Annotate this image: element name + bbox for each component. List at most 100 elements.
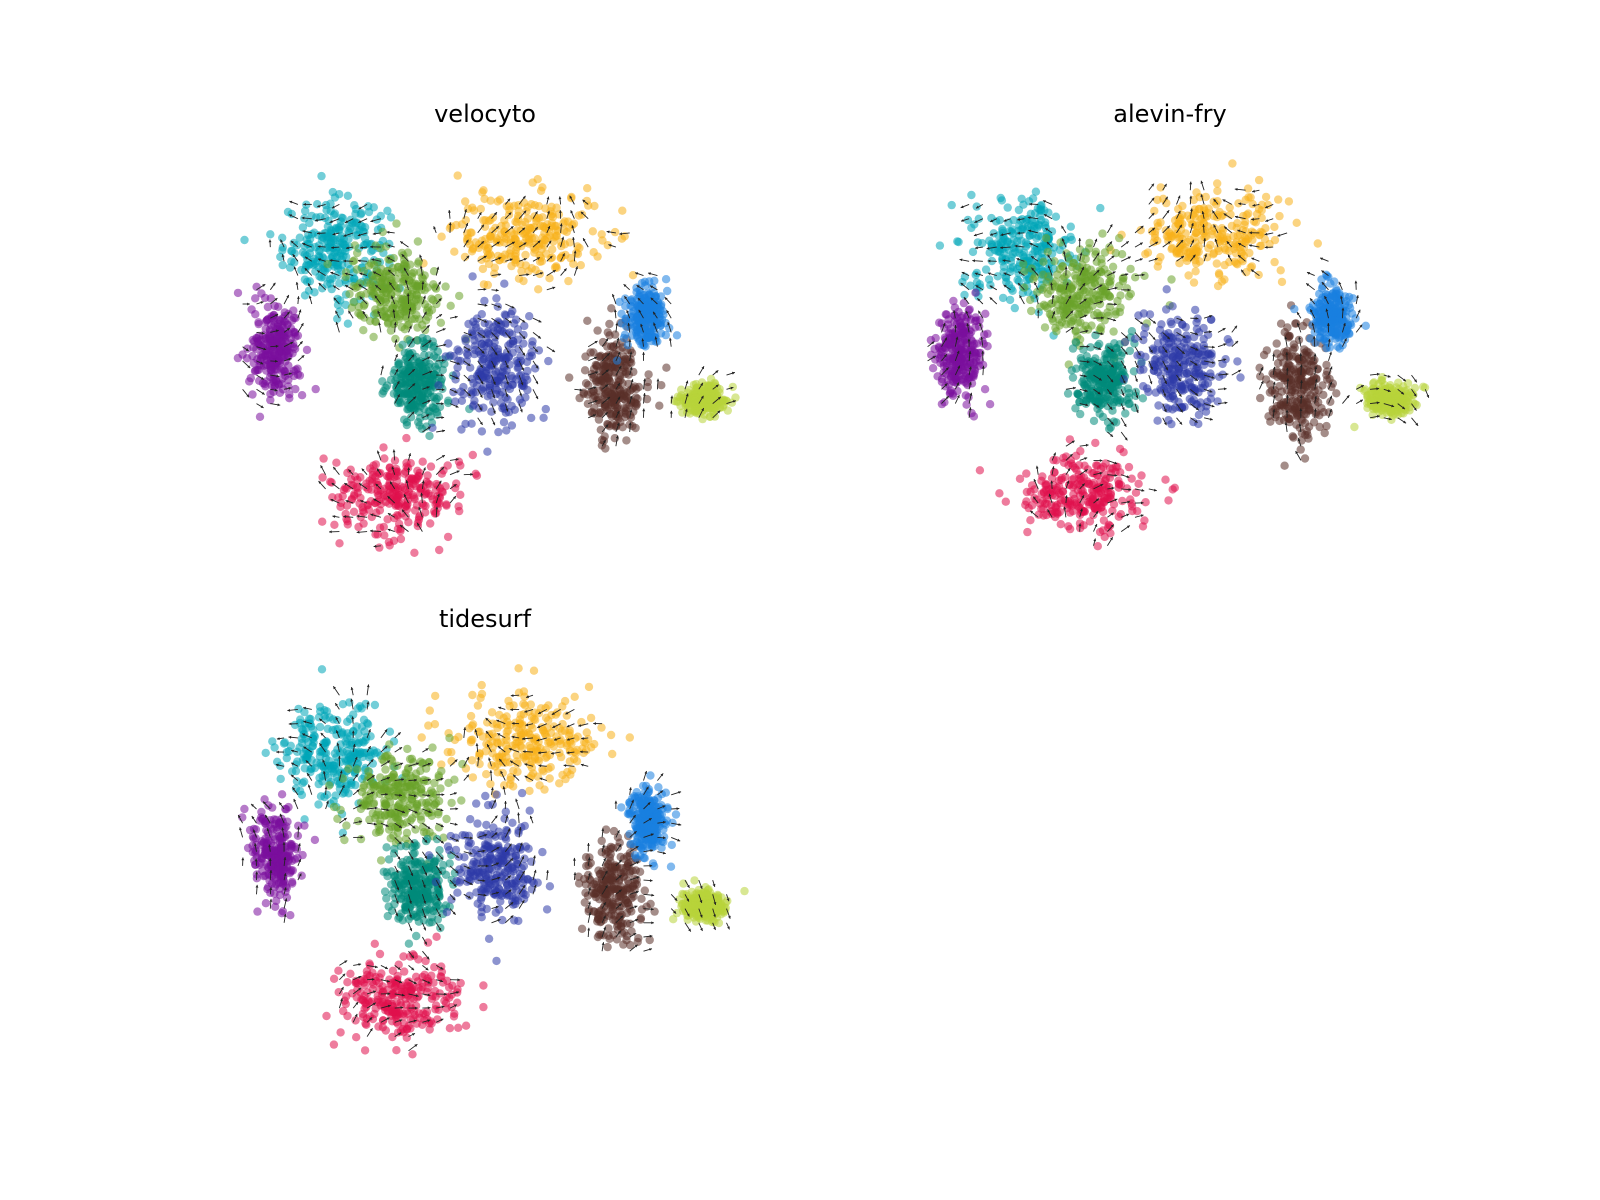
cell-point xyxy=(1191,228,1201,237)
cell-point xyxy=(342,484,351,493)
cell-point xyxy=(514,274,524,283)
cell-point xyxy=(930,344,939,354)
cell-point xyxy=(302,345,312,355)
cell-point xyxy=(342,501,352,510)
velocity-arrow-head xyxy=(378,322,381,326)
cell-point xyxy=(400,415,409,424)
cell-point xyxy=(519,330,528,340)
cell-point xyxy=(995,216,1004,225)
cell-point xyxy=(421,316,431,325)
cell-point xyxy=(597,230,606,239)
cell-point xyxy=(476,204,485,214)
cell-point xyxy=(605,331,614,340)
velocity-arrow-head xyxy=(409,325,412,329)
cell-point xyxy=(252,344,261,354)
cell-point xyxy=(1039,300,1049,309)
velocity-arrow-head xyxy=(411,369,415,372)
cell-point xyxy=(429,280,438,289)
velocity-arrow-head xyxy=(573,250,577,254)
cell-point xyxy=(1191,305,1200,315)
cell-point xyxy=(491,368,501,377)
velocity-arrow-head xyxy=(482,335,486,338)
cell-point xyxy=(970,360,980,369)
cell-point xyxy=(499,418,509,427)
cell-point xyxy=(413,259,423,268)
velocity-arrow-head xyxy=(494,352,498,356)
cell-point xyxy=(1073,294,1082,303)
velocity-arrow-head xyxy=(467,348,471,351)
velocity-arrow-head xyxy=(558,196,562,200)
cell-point xyxy=(1248,235,1257,245)
cell-point xyxy=(1261,224,1270,233)
cell-point xyxy=(1074,390,1083,400)
velocity-arrow-head xyxy=(304,268,308,271)
velocity-arrow-head xyxy=(627,323,631,326)
cell-point xyxy=(617,309,626,318)
cell-point xyxy=(295,233,304,242)
velocity-arrow-head xyxy=(260,301,264,304)
cell-point xyxy=(522,207,531,216)
velocity-arrow-head xyxy=(520,382,524,386)
cell-point xyxy=(1141,323,1150,332)
velocity-arrow-head xyxy=(605,424,609,428)
cell-point xyxy=(369,332,378,342)
cell-point xyxy=(502,426,511,435)
cell-point xyxy=(360,223,370,232)
cell-point xyxy=(480,296,489,306)
velocity-arrow-head xyxy=(666,310,670,314)
cell-point xyxy=(450,247,459,256)
cell-point xyxy=(599,436,609,445)
cell-point xyxy=(1072,264,1081,274)
cell-point xyxy=(478,386,488,396)
panel-title-alevin-fry: alevin-fry xyxy=(1113,100,1227,128)
velocity-arrow-head xyxy=(684,408,688,412)
velocity-arrow-head xyxy=(373,498,377,502)
cell-point xyxy=(619,363,628,373)
velocity-arrow-head xyxy=(484,303,488,307)
velocity-arrow-head xyxy=(405,480,409,484)
cell-point xyxy=(1127,327,1137,336)
cell-point xyxy=(263,350,273,359)
velocity-arrow-head xyxy=(616,337,620,341)
velocity-arrow-head xyxy=(274,388,278,392)
cell-point xyxy=(981,309,990,318)
velocity-arrow-head xyxy=(289,214,293,217)
cell-point xyxy=(416,413,425,423)
cell-point xyxy=(1166,317,1175,327)
cell-point xyxy=(1034,220,1043,229)
velocity-arrow-head xyxy=(628,339,632,342)
velocity-arrow-head xyxy=(247,302,250,306)
cell-point xyxy=(1035,205,1044,215)
cell-point xyxy=(701,388,710,397)
cell-point xyxy=(1162,305,1171,314)
velocity-arrow-head xyxy=(330,499,334,502)
velocity-arrow-head xyxy=(401,254,405,258)
cell-point xyxy=(594,386,603,395)
cell-point xyxy=(310,288,319,297)
cell-point xyxy=(318,517,327,526)
velocity-arrow-head xyxy=(370,219,374,223)
velocity-arrow-head xyxy=(607,397,610,400)
cell-points xyxy=(233,171,740,557)
velocity-arrow-head xyxy=(317,245,321,248)
cell-point xyxy=(554,210,564,219)
velocity-arrow-head xyxy=(492,395,495,399)
cell-point xyxy=(525,312,534,321)
cell-point xyxy=(345,289,354,299)
panel-title-velocyto: velocyto xyxy=(434,100,536,128)
velocity-arrow-head xyxy=(455,376,459,380)
cell-point xyxy=(471,469,480,478)
velocity-arrow-head xyxy=(370,529,373,533)
velocity-arrow-head xyxy=(641,338,645,342)
cell-point xyxy=(343,191,353,200)
cell-point xyxy=(1096,267,1106,276)
cell-point xyxy=(1219,234,1228,243)
cell-point xyxy=(605,319,614,329)
cell-point xyxy=(1263,200,1273,210)
cell-point xyxy=(399,260,409,269)
cell-point xyxy=(350,256,359,265)
cell-point xyxy=(1058,262,1067,271)
cell-point xyxy=(433,410,442,419)
velocity-arrow-head xyxy=(654,336,658,340)
cell-point xyxy=(1068,373,1078,382)
